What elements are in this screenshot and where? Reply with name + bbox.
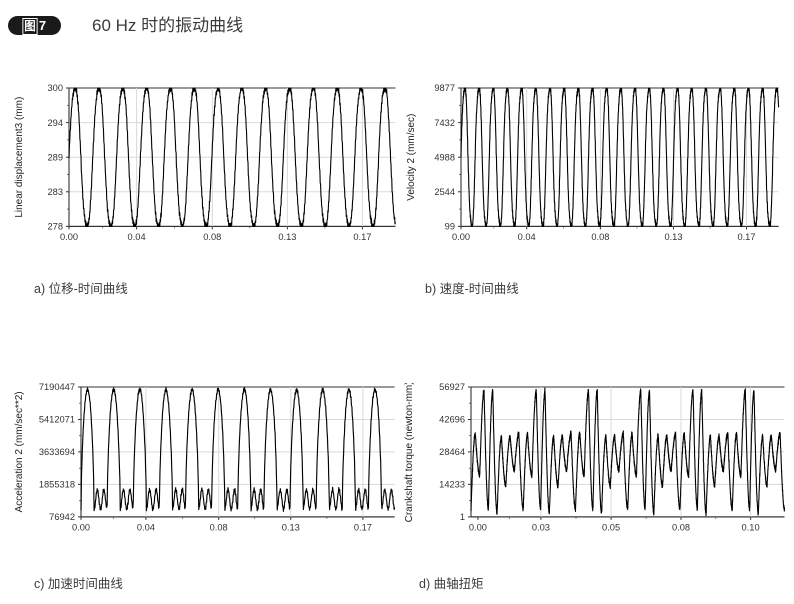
svg-text:0.04: 0.04 <box>127 231 145 241</box>
svg-text:0.00: 0.00 <box>72 523 90 533</box>
svg-text:5412071: 5412071 <box>39 415 75 425</box>
svg-text:0.03: 0.03 <box>532 523 550 533</box>
svg-text:0.08: 0.08 <box>210 523 228 533</box>
svg-text:0.04: 0.04 <box>518 231 536 241</box>
svg-text:76942: 76942 <box>50 512 76 522</box>
svg-text:Crankshaft torque (newton-mm): Crankshaft torque (newton-mm) <box>404 383 415 522</box>
svg-text:Linear displacement3 (mm): Linear displacement3 (mm) <box>14 96 25 217</box>
svg-text:0.13: 0.13 <box>278 231 296 241</box>
svg-text:7190447: 7190447 <box>39 383 75 392</box>
svg-text:7432: 7432 <box>434 117 455 127</box>
svg-text:0.08: 0.08 <box>591 231 609 241</box>
svg-text:3633694: 3633694 <box>39 447 75 457</box>
svg-text:0.00: 0.00 <box>469 523 487 533</box>
svg-text:Velocity 2 (mm/sec): Velocity 2 (mm/sec) <box>406 113 417 200</box>
svg-text:0.17: 0.17 <box>737 231 755 241</box>
svg-text:300: 300 <box>47 84 62 93</box>
svg-text:0.13: 0.13 <box>282 523 300 533</box>
svg-text:283: 283 <box>47 186 62 196</box>
svg-text:0.17: 0.17 <box>354 523 372 533</box>
svg-text:0.08: 0.08 <box>672 523 690 533</box>
svg-text:289: 289 <box>47 152 62 162</box>
svg-text:4988: 4988 <box>434 152 455 162</box>
svg-text:0.13: 0.13 <box>664 231 682 241</box>
svg-text:14233: 14233 <box>439 480 465 490</box>
svg-text:2544: 2544 <box>434 186 455 196</box>
svg-text:Acceleration 2 (mm/sec**2): Acceleration 2 (mm/sec**2) <box>14 392 25 513</box>
svg-text:0.00: 0.00 <box>60 231 78 241</box>
svg-text:56927: 56927 <box>439 383 465 392</box>
svg-text:0.05: 0.05 <box>602 523 620 533</box>
svg-text:99: 99 <box>445 221 455 231</box>
svg-text:0.04: 0.04 <box>137 523 155 533</box>
svg-text:0.00: 0.00 <box>452 231 470 241</box>
svg-text:28464: 28464 <box>439 447 465 457</box>
svg-text:1: 1 <box>460 512 465 522</box>
svg-text:9877: 9877 <box>434 84 455 93</box>
svg-text:0.17: 0.17 <box>353 231 371 241</box>
svg-text:1855318: 1855318 <box>39 480 75 490</box>
svg-text:0.10: 0.10 <box>742 523 760 533</box>
svg-text:294: 294 <box>47 117 62 127</box>
svg-text:278: 278 <box>47 221 62 231</box>
svg-text:42696: 42696 <box>439 415 465 425</box>
svg-text:0.08: 0.08 <box>203 231 221 241</box>
